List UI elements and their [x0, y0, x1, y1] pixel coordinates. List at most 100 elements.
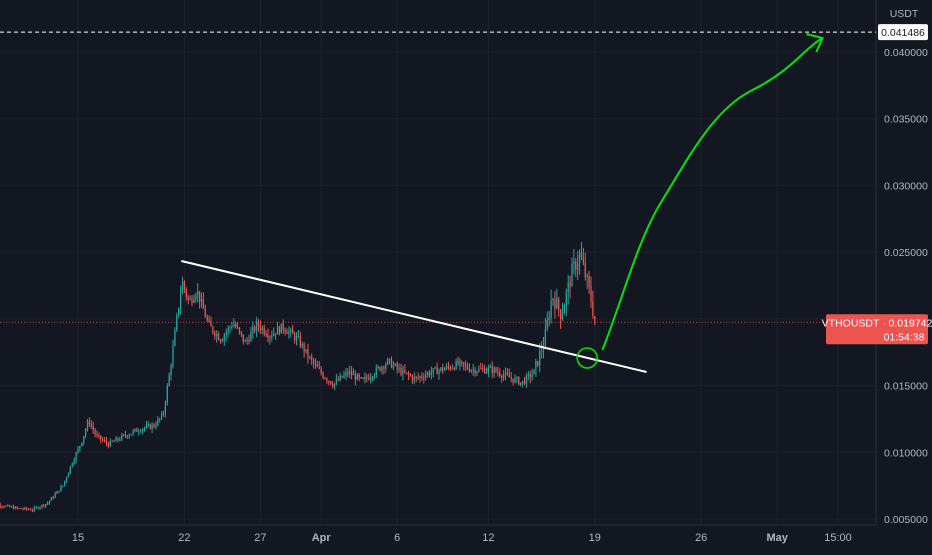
candle-body	[166, 386, 168, 403]
candle-body	[387, 358, 389, 365]
candle-body	[457, 361, 459, 365]
candle-body	[96, 434, 98, 436]
candle	[153, 423, 155, 429]
candle	[464, 360, 467, 372]
candle-body	[449, 367, 452, 369]
candle	[212, 325, 214, 335]
candle	[141, 427, 144, 435]
time-tick-label: Apr	[312, 532, 332, 544]
candle-body	[442, 367, 444, 371]
candle-body	[592, 301, 594, 316]
trendline[interactable]	[181, 260, 647, 373]
candle	[282, 319, 284, 334]
candle-body	[238, 327, 241, 332]
candle	[400, 363, 402, 377]
candle-body	[571, 263, 573, 287]
candle-body	[202, 299, 205, 310]
candle-body	[558, 298, 560, 310]
candle	[185, 287, 187, 301]
candle-body	[341, 375, 343, 378]
projection-arrow[interactable]	[601, 37, 823, 351]
candle	[193, 294, 195, 304]
candle	[544, 318, 547, 347]
candle	[510, 371, 512, 383]
candle	[444, 366, 446, 371]
candle-body	[103, 440, 106, 442]
candle	[552, 297, 554, 307]
candle-body	[371, 377, 374, 379]
candle	[280, 323, 282, 334]
candle-body	[20, 508, 22, 510]
candle-body	[124, 434, 127, 436]
candle-body	[212, 326, 214, 333]
candle	[417, 372, 419, 381]
candle-body	[459, 361, 461, 365]
candle-body	[364, 377, 366, 379]
candle	[233, 318, 235, 328]
candle	[269, 335, 271, 345]
candle	[573, 248, 575, 275]
target-price-label-text: 0.041486	[881, 27, 925, 39]
candle	[539, 343, 541, 373]
candle	[216, 330, 218, 343]
candle-body	[502, 375, 505, 378]
candle-body	[366, 377, 368, 379]
candle-body	[556, 298, 558, 309]
candle-body	[265, 333, 267, 336]
candle-body	[26, 507, 28, 510]
symbol-price-text: VTHOUSDT · 0.019742	[822, 317, 932, 329]
candle-body	[113, 441, 115, 443]
candle-body	[170, 365, 172, 375]
candle-body	[140, 431, 142, 433]
candle	[309, 355, 311, 360]
candle	[489, 364, 491, 369]
candle	[293, 331, 296, 344]
breakout-circle[interactable]	[576, 347, 598, 369]
candle-body	[197, 291, 199, 296]
candle-body	[109, 440, 111, 447]
candle-body	[521, 380, 524, 383]
candle	[307, 343, 309, 364]
candle-body	[337, 379, 339, 381]
candle	[67, 472, 70, 478]
candle-body	[550, 300, 552, 318]
candle	[546, 311, 548, 332]
candle-body	[138, 431, 140, 433]
candle	[320, 365, 322, 376]
candle-body	[478, 368, 480, 372]
candle	[117, 437, 119, 443]
candle-body	[107, 443, 110, 447]
candle-body	[43, 504, 45, 507]
candle	[132, 428, 134, 437]
candle	[396, 361, 398, 374]
candle-body	[252, 327, 254, 333]
candle-body	[3, 506, 5, 508]
candle	[160, 411, 163, 421]
candle	[208, 315, 210, 323]
candle-body	[402, 369, 404, 375]
candle	[73, 457, 75, 466]
candle	[94, 427, 96, 438]
candle	[299, 331, 301, 349]
candle	[39, 506, 41, 510]
candle-body	[381, 367, 383, 371]
candle-body	[326, 378, 328, 381]
candle-body	[35, 507, 37, 509]
candle-body	[464, 364, 467, 366]
candle-body	[504, 372, 507, 376]
candle-body	[255, 321, 258, 331]
candle-body	[411, 375, 414, 381]
candle	[521, 380, 524, 388]
candle-body	[263, 327, 265, 334]
candlestick-series	[0, 242, 596, 513]
candle-body	[176, 315, 178, 331]
price-labels: 0.041486 VTHOUSDT · 0.019742 01:54:38	[822, 24, 932, 345]
candle	[442, 363, 444, 374]
candle-body	[419, 376, 421, 378]
candle	[100, 435, 102, 444]
candle-body	[172, 345, 174, 366]
candle-body	[495, 368, 497, 372]
